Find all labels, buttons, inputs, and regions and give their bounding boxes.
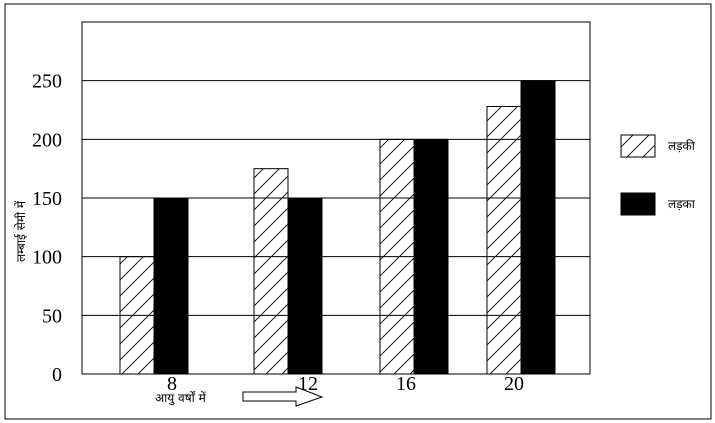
legend-swatch-boys [620, 192, 656, 216]
legend-label-boys: लड़का [668, 197, 696, 211]
x-axis-label: आयु वर्षों में [155, 391, 207, 406]
bars [119, 80, 556, 375]
y-axis-ticks: 0 50 100 150 200 250 [32, 71, 62, 386]
x-tick-label-16: 16 [396, 373, 416, 395]
bar-girls-12 [253, 168, 289, 375]
y-tick-label-250: 250 [32, 71, 62, 93]
bar-boys-8 [153, 197, 189, 375]
y-tick-label-50: 50 [42, 305, 62, 327]
bar-girls-16 [379, 138, 415, 375]
y-tick-label-100: 100 [32, 247, 62, 269]
y-tick-label-150: 150 [32, 188, 62, 210]
bar-girls-20 [486, 105, 522, 375]
legend: लड़की लड़का [620, 134, 696, 216]
bar-boys-16 [413, 138, 449, 375]
bar-boys-20 [520, 80, 556, 375]
bar-girls-8 [119, 256, 155, 375]
y-tick-label-200: 200 [32, 129, 62, 151]
legend-label-girls: लड़की [668, 139, 696, 153]
x-axis-ticks: 8 12 16 20 [167, 373, 524, 395]
y-tick-label-0: 0 [52, 364, 62, 386]
arrow-right-icon [242, 386, 324, 407]
x-tick-label-8: 8 [167, 373, 177, 395]
y-axis-label: लम्बाई सेमी में [14, 200, 28, 262]
bar-boys-12 [287, 197, 323, 375]
legend-swatch-girls [620, 134, 656, 158]
figure-frame [4, 3, 712, 420]
x-tick-label-20: 20 [504, 373, 524, 395]
